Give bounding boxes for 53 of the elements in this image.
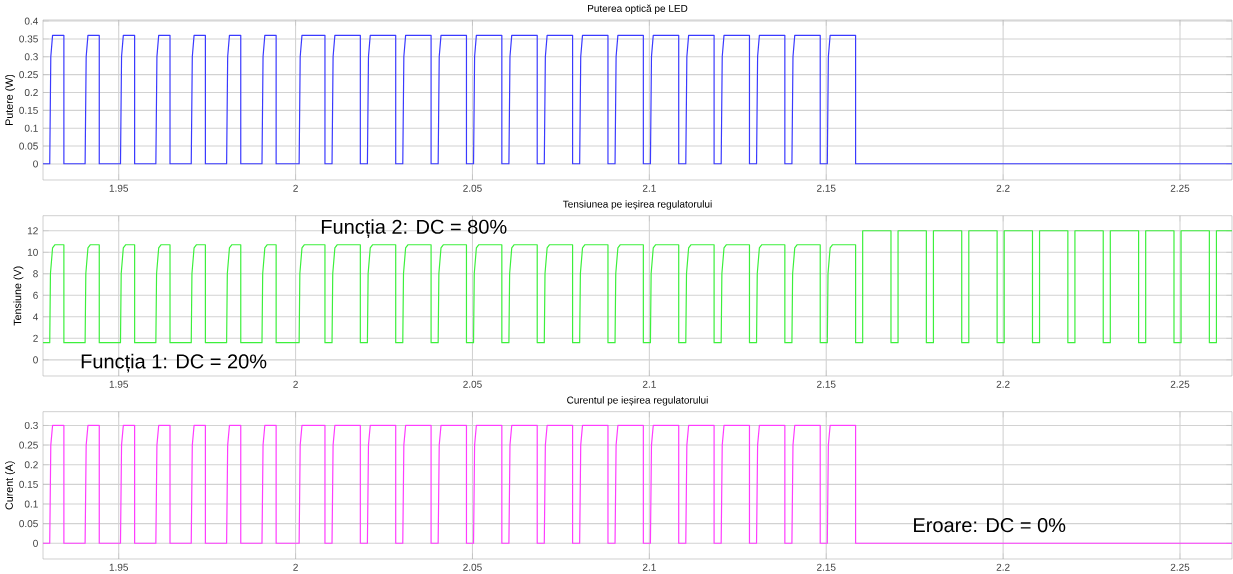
annotation: Funcția 1: DC = 20%: [81, 353, 267, 373]
y-tick-label: 0.2: [24, 461, 38, 469]
y-axis-title: Curent (A): [5, 461, 16, 510]
y-tick-label: 0.4: [24, 17, 39, 25]
y-tick-label: 8: [33, 270, 38, 278]
x-tick-label: 2.1: [642, 380, 656, 388]
y-tick-label: 4: [32, 313, 39, 321]
y-tick-label: 0: [33, 539, 38, 547]
y-tick-label: 0.05: [19, 520, 38, 528]
chart-title: Puterea optică pe LED: [588, 4, 688, 14]
x-tick-label: 2.15: [817, 563, 836, 571]
y-tick-label: 6: [33, 291, 38, 299]
x-tick-label: 2.1: [642, 563, 656, 571]
x-tick-label: 2.15: [817, 184, 836, 192]
x-tick-label: 2: [293, 563, 298, 571]
y-tick-label: 0: [33, 160, 38, 168]
x-tick-label: 2.2: [996, 380, 1010, 388]
y-tick-label: 2: [33, 334, 38, 342]
chart-title: Tensiunea pe ieșirea regulatorului: [562, 200, 712, 210]
y-tick-label: 0.2: [24, 88, 38, 97]
x-tick-label: 1.95: [109, 184, 129, 192]
y-tick-label: 0.35: [19, 35, 38, 43]
y-tick-label: 0.3: [24, 421, 38, 429]
x-tick-label: 2.2: [996, 563, 1010, 571]
annotation: Funcția 2: DC = 80%: [321, 219, 507, 238]
y-tick-label: 0.15: [19, 480, 38, 488]
x-tick-label: 2.15: [817, 380, 836, 388]
x-tick-label: 2.25: [1170, 563, 1190, 571]
y-tick-label: 0.3: [24, 53, 38, 61]
y-tick-label: 10: [27, 248, 38, 256]
x-tick-label: 2.1: [642, 184, 656, 192]
x-tick-label: 2.05: [463, 184, 482, 192]
x-tick-label: 1.95: [109, 563, 129, 571]
annotation: Eroare: DC = 0%: [914, 518, 1066, 533]
y-tick-label: 0.15: [19, 106, 38, 114]
y-tick-label: 0: [33, 356, 38, 364]
x-tick-label: 2.25: [1170, 380, 1190, 388]
x-tick-label: 2: [293, 380, 298, 388]
y-tick-label: 12: [27, 227, 38, 235]
x-tick-label: 1.95: [109, 380, 129, 388]
x-tick-label: 2.2: [996, 184, 1010, 192]
chart-title: Curentul pe ieșirea regulatorului: [567, 396, 708, 406]
x-tick-label: 2.05: [463, 380, 482, 388]
y-axis-title: Tensiune (V): [13, 266, 24, 326]
x-tick-label: 2.25: [1170, 184, 1190, 192]
y-tick-label: 0.1: [24, 500, 38, 508]
y-axis-title: Putere (W): [5, 74, 16, 125]
x-tick-label: 2: [293, 184, 298, 192]
y-tick-label: 0.25: [19, 441, 38, 449]
y-tick-label: 0.05: [19, 142, 38, 150]
y-tick-label: 0.25: [19, 71, 38, 79]
x-tick-label: 2.05: [463, 563, 482, 571]
y-tick-label: 0.1: [24, 124, 38, 132]
